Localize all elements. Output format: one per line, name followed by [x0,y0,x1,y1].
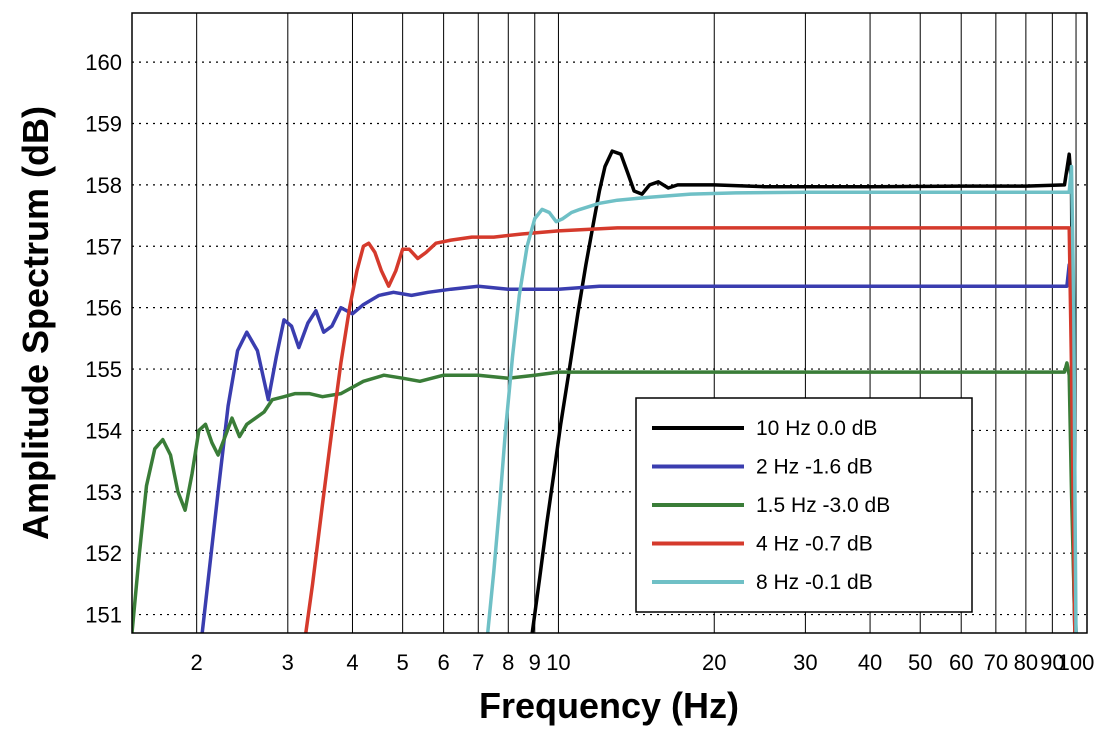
y-tick-label: 152 [85,541,122,566]
y-tick-label: 158 [85,173,122,198]
legend-label: 8 Hz -0.1 dB [756,571,873,594]
legend-label: 4 Hz -0.7 dB [756,533,873,556]
y-tick-label: 151 [85,603,122,628]
x-tick-label: 9 [529,650,541,675]
x-tick-label: 40 [858,650,882,675]
y-axis-title: Amplitude Spectrum (dB) [15,106,56,540]
x-tick-label: 30 [793,650,817,675]
y-tick-label: 153 [85,480,122,505]
x-tick-label: 70 [984,650,1008,675]
x-tick-label: 8 [502,650,514,675]
series-line [132,361,1077,633]
series-line [304,226,1077,633]
x-tick-label: 3 [282,650,294,675]
x-tick-label: 4 [346,650,358,675]
x-tick-label: 6 [437,650,449,675]
y-tick-label: 157 [85,234,122,259]
x-tick-label: 10 [546,650,570,675]
legend-label: 10 Hz 0.0 dB [756,417,877,440]
series-line [530,149,1078,633]
y-tick-labels: 151 152 153 154 155 156 157 158 159 160 [85,50,122,627]
x-tick-label: 2 [191,650,203,675]
x-tick-label: 20 [702,650,726,675]
x-tick-label: 80 [1014,650,1038,675]
y-tick-label: 156 [85,296,122,321]
x-tick-label: 50 [908,650,932,675]
series-line [485,164,1078,633]
legend-label: 1.5 Hz -3.0 dB [756,494,890,517]
x-tick-label: 60 [949,650,973,675]
x-tick-label: 7 [472,650,484,675]
x-tick-label: 100 [1058,650,1095,675]
plot-frame [131,12,1088,634]
legend-box [635,397,973,613]
x-axis-title: Frequency (Hz) [479,685,739,726]
series-line [200,262,1077,633]
legend: 10 Hz 0.0 dB 2 Hz -1.6 dB 1.5 Hz -3.0 dB 4 … [635,397,973,613]
x-tick-label: 5 [397,650,409,675]
y-tick-label: 160 [85,50,122,75]
series-layer [132,149,1078,633]
legend-label: 2 Hz -1.6 dB [756,456,873,479]
y-tick-label: 154 [85,418,122,443]
y-tick-label: 159 [85,111,122,136]
y-tick-label: 155 [85,357,122,382]
x-tick-label: 90 [1040,650,1064,675]
